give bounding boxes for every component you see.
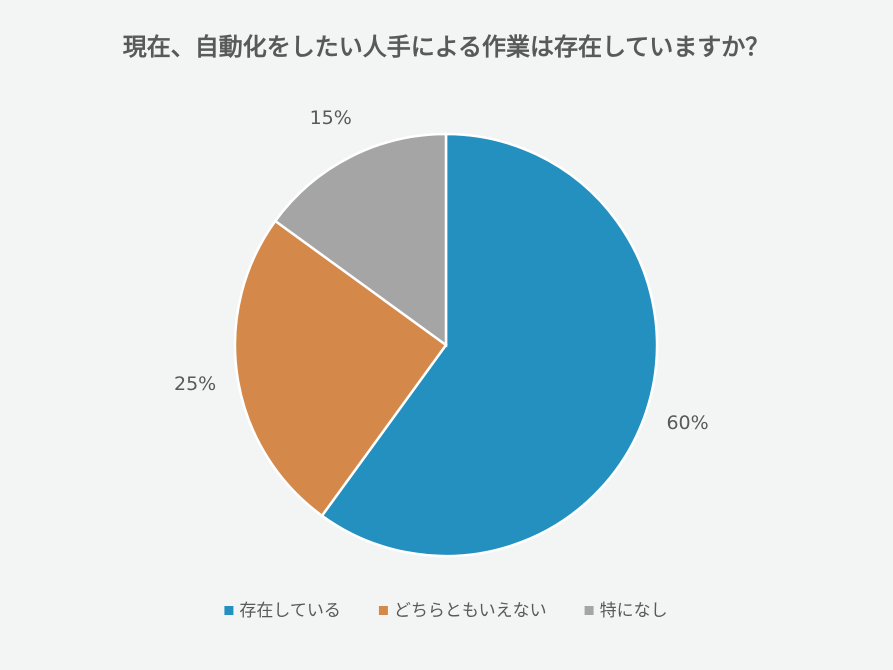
pie-slice	[320, 132, 659, 558]
legend-swatch	[224, 606, 234, 615]
legend-swatch	[584, 606, 594, 615]
legend-label: 特になし	[600, 601, 668, 621]
chart-title: 現在、自動化をしたい人手による作業は存在していますか？	[123, 33, 770, 61]
data-label: 60%	[666, 412, 708, 434]
pie-slice	[273, 132, 448, 348]
pie-slice	[233, 219, 448, 518]
legend-swatch	[378, 606, 388, 615]
legend-label: 存在している	[239, 601, 341, 621]
data-label: 15%	[310, 107, 352, 129]
data-label: 25%	[174, 373, 216, 395]
legend-label: どちらともいえない	[394, 601, 547, 621]
